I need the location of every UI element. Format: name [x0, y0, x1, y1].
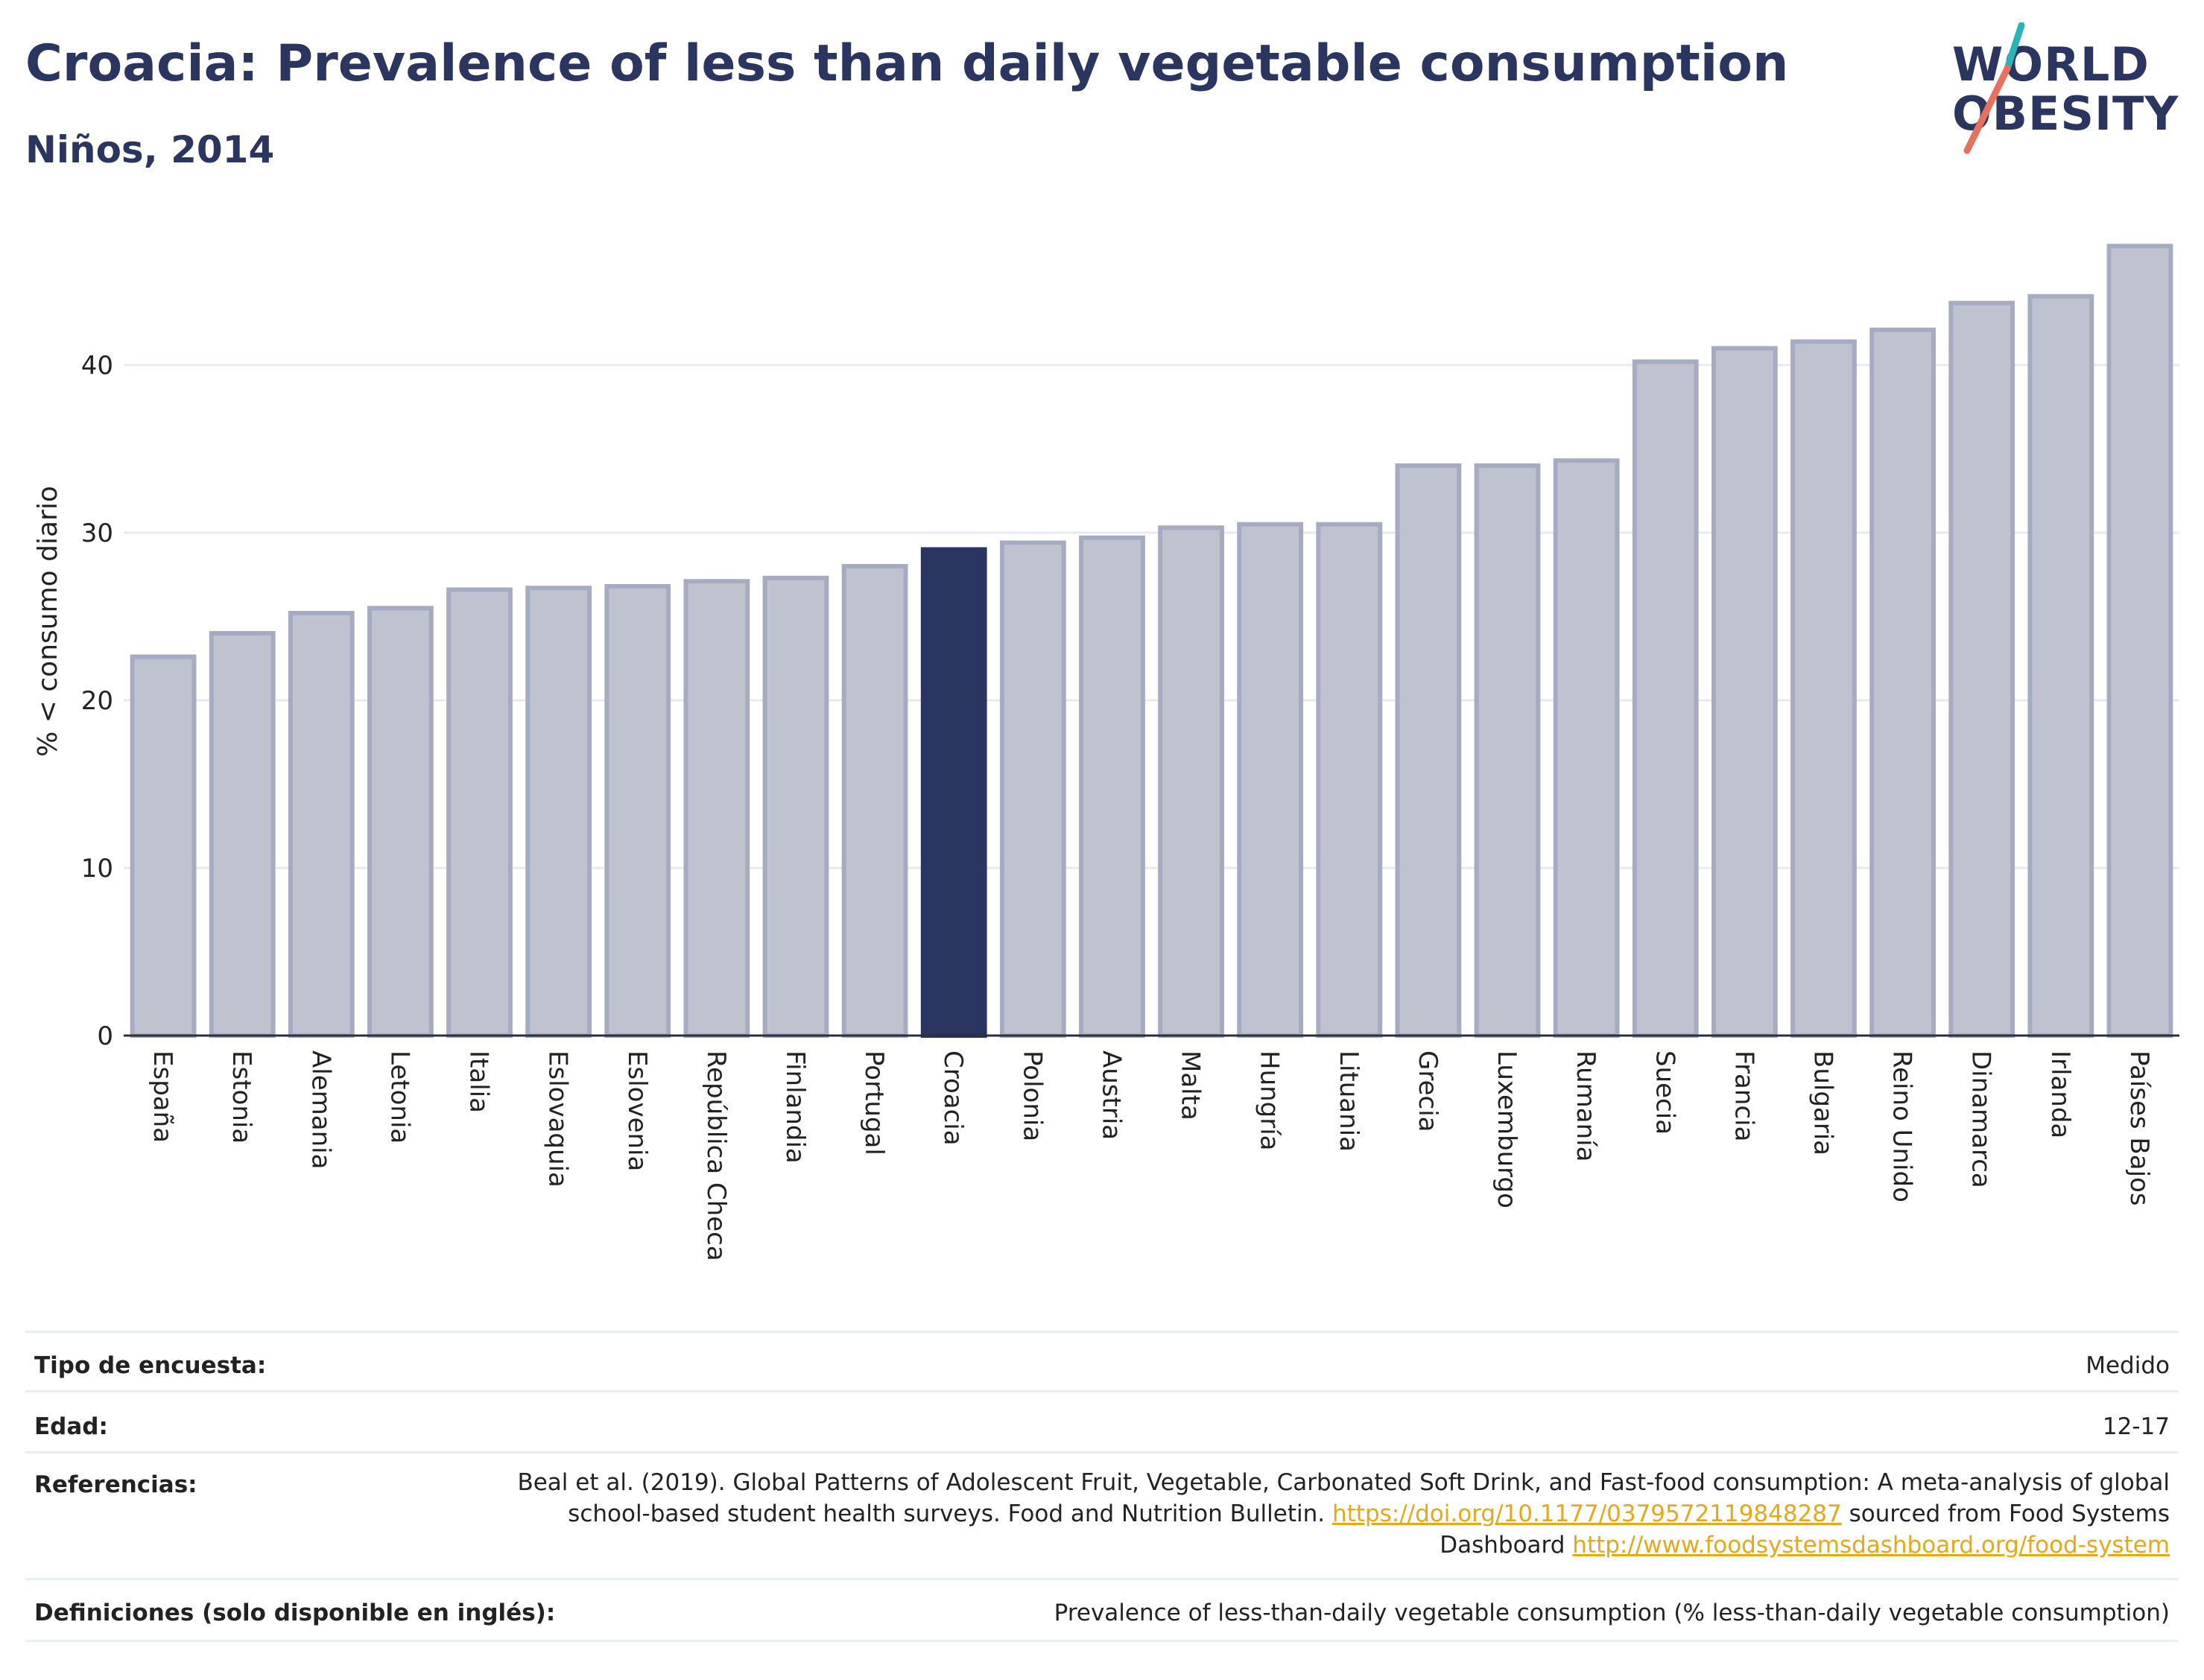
x-tick-label: Dinamarca	[1966, 1050, 1996, 1188]
x-tick-label: Eslovaquia	[543, 1050, 573, 1188]
bar-polonia	[999, 540, 1066, 1038]
x-tick-label: Lituania	[1334, 1050, 1364, 1152]
bar-reino-unido	[1869, 327, 1936, 1038]
bar-alemania	[288, 611, 355, 1038]
y-tick-label: 10	[81, 854, 113, 884]
logo-slash-icon	[1963, 22, 2025, 154]
bar-república-checa	[683, 579, 750, 1038]
x-tick-label: Suecia	[1650, 1050, 1679, 1135]
reference-doi-link[interactable]: https://doi.org/10.1177/0379572119848287	[1331, 1500, 1842, 1527]
y-axis-label: % < consumo diario	[33, 486, 63, 757]
bar-dinamarca	[1948, 300, 2015, 1038]
x-tick-label: Eslovenia	[622, 1050, 652, 1171]
chart-subtitle: Niños, 2014	[25, 128, 275, 171]
x-tick-label: Alemania	[305, 1050, 335, 1169]
reference-dashboard-link[interactable]: http://www.foodsystemsdashboard.org/food…	[1572, 1532, 2170, 1559]
bar-italia	[446, 587, 513, 1038]
bar-austria	[1079, 535, 1145, 1038]
bar-hungría	[1237, 522, 1304, 1038]
x-tick-label: Hungría	[1255, 1050, 1285, 1151]
bar-croacia	[920, 547, 987, 1038]
bar-españa	[130, 654, 197, 1038]
bar-irlanda	[2027, 294, 2094, 1038]
x-axis-ticks: España Estonia Alemania Letonia Italia Eslova…	[148, 1050, 2154, 1261]
bar-letonia	[367, 606, 434, 1038]
x-tick-label: Francia	[1729, 1050, 1758, 1141]
definitions-value: Prevalence of less-than-daily vegetable …	[1054, 1600, 2170, 1626]
bar-luxemburgo	[1474, 463, 1541, 1038]
y-tick-label: 20	[81, 686, 113, 716]
bar-eslovenia	[604, 584, 671, 1038]
survey-value: Medido	[2086, 1352, 2170, 1379]
x-tick-label: Estonia	[227, 1050, 256, 1144]
x-tick-label: España	[148, 1050, 177, 1143]
info-row-definitions: Definiciones (solo disponible en inglés)…	[25, 1578, 2179, 1642]
x-tick-label: Polonia	[1017, 1050, 1047, 1141]
definitions-label: Definiciones (solo disponible en inglés)…	[34, 1600, 556, 1626]
logo-text-world: WORLD	[1952, 37, 2150, 92]
age-label: Edad:	[34, 1413, 108, 1440]
x-tick-label: Bulgaria	[1808, 1050, 1837, 1156]
x-tick-label: Reino Unido	[1887, 1050, 1917, 1202]
x-tick-label: Italia	[464, 1050, 494, 1113]
bar-francia	[1711, 346, 1778, 1038]
bar-eslovaquia	[525, 586, 592, 1038]
bar-suecia	[1632, 359, 1699, 1038]
y-tick-label: 30	[81, 519, 113, 548]
info-row-references: Referencias: Beal et al. (2019). Global …	[25, 1451, 2179, 1573]
y-tick-label: 40	[81, 351, 113, 381]
info-row-age: Edad: 12-17	[25, 1390, 2179, 1452]
x-tick-label: Malta	[1176, 1050, 1206, 1120]
x-tick-label: Portugal	[859, 1050, 889, 1156]
x-tick-label: Finlandia	[780, 1050, 810, 1164]
chart-title: Croacia: Prevalence of less than daily v…	[25, 34, 1789, 93]
info-row-survey: Tipo de encuesta: Medido	[25, 1331, 2179, 1392]
bar-finlandia	[762, 575, 829, 1038]
bar-rumanía	[1553, 458, 1620, 1038]
bar-estonia	[209, 631, 276, 1038]
x-tick-label: Irlanda	[2045, 1050, 2075, 1138]
y-tick-label: 0	[97, 1021, 113, 1051]
world-obesity-logo: WORLD OBESITY	[1945, 22, 2183, 156]
references-label: Referencias:	[34, 1471, 197, 1498]
bar-chart: 0 10 20 30 40 España Estonia Alemania Letonia It…	[33, 244, 2179, 1261]
bar-portugal	[841, 564, 908, 1038]
x-tick-label: Luxemburgo	[1492, 1050, 1521, 1208]
x-tick-label: Grecia	[1413, 1050, 1443, 1132]
references-text: Beal et al. (2019). Global Patterns of A…	[456, 1467, 2170, 1561]
reference-citation: Beal et al. (2019). Global Patterns of A…	[517, 1469, 2170, 1527]
bar-lituania	[1316, 522, 1383, 1038]
x-tick-label: Austria	[1096, 1050, 1126, 1140]
bar-países-bajos	[2106, 244, 2173, 1038]
x-tick-label: Rumanía	[1571, 1050, 1600, 1161]
x-tick-label: Croacia	[938, 1050, 968, 1146]
bar-bulgaria	[1790, 339, 1857, 1038]
y-axis-ticks: 0 10 20 30 40	[81, 351, 113, 1051]
bar-malta	[1158, 525, 1224, 1038]
age-value: 12-17	[2102, 1413, 2170, 1440]
bar-grecia	[1395, 463, 1462, 1038]
reference-source: sourced from Food Systems Dashboard	[1440, 1500, 2170, 1559]
survey-label: Tipo de encuesta:	[34, 1352, 267, 1379]
x-tick-label: Países Bajos	[2124, 1050, 2154, 1206]
x-tick-label: Letonia	[384, 1050, 414, 1144]
x-tick-label: República Checa	[701, 1050, 731, 1261]
bars	[130, 244, 2173, 1038]
